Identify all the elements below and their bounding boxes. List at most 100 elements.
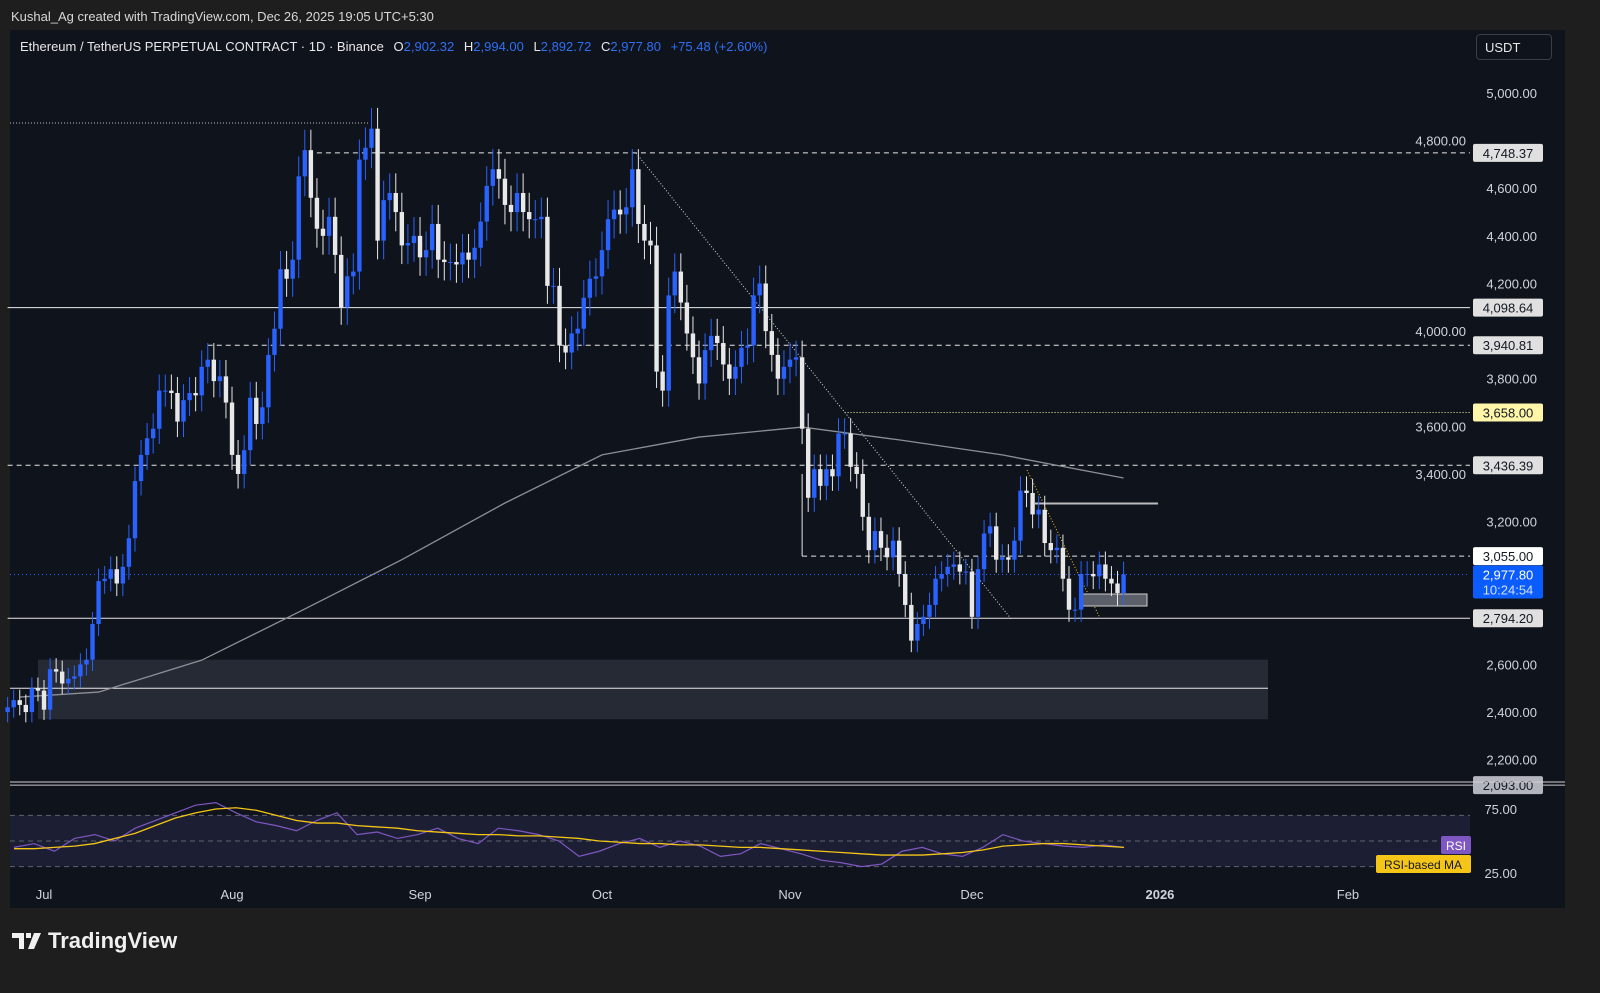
trendline: [1026, 469, 1101, 619]
candle-body: [496, 169, 502, 179]
candle-body: [1115, 583, 1120, 594]
candle-body: [375, 128, 380, 241]
candle-body: [551, 285, 556, 287]
candle-body: [715, 335, 720, 344]
candle-body: [630, 169, 635, 208]
candle-body: [533, 219, 538, 221]
candle-body: [217, 376, 223, 382]
chart-credit: Kushal_Ag created with TradingView.com, …: [11, 9, 434, 24]
candle-body: [854, 466, 859, 474]
candle-body: [114, 569, 119, 584]
candle-body: [557, 285, 562, 346]
candle-body: [1097, 564, 1102, 577]
candle-body: [842, 433, 847, 435]
level-price-label: 4,748.37: [1483, 146, 1534, 161]
y-tick-label: 4,800.00: [1415, 134, 1466, 149]
candle-body: [1036, 509, 1041, 515]
candle-body: [345, 276, 350, 308]
candle-body: [514, 193, 520, 213]
candle-body: [442, 259, 447, 263]
candle-body: [848, 433, 853, 467]
candle-body: [1084, 573, 1090, 575]
high-value: 2,994.00: [473, 39, 524, 54]
candle-body: [120, 566, 126, 584]
candle-body: [1000, 557, 1005, 560]
candle-body: [539, 216, 544, 220]
candle-body: [624, 207, 629, 215]
candle-body: [175, 393, 180, 422]
candle-body: [708, 335, 714, 351]
candle-body: [684, 302, 690, 334]
candle-body: [563, 345, 568, 353]
candle-body: [150, 428, 156, 439]
candle-body: [915, 623, 920, 641]
candle-body: [1072, 609, 1078, 611]
candle-body: [793, 357, 799, 360]
candle-body: [211, 359, 217, 382]
candle-body: [229, 402, 235, 455]
candle-body: [254, 397, 259, 424]
candle-body: [1024, 490, 1029, 494]
rsi-tick-label: 75.00: [1484, 802, 1517, 817]
y-tick-label: 3,600.00: [1415, 419, 1466, 434]
candle-body: [235, 454, 241, 474]
candle-body: [417, 235, 423, 258]
rsi-tick-label: 25.00: [1484, 866, 1517, 881]
candle-body: [187, 393, 192, 401]
candle-body: [381, 200, 386, 241]
candle-body: [96, 581, 101, 624]
candle-body: [314, 197, 320, 229]
y-tick-label: 5,000.00: [1486, 86, 1537, 101]
level-price-label: 2,093.00: [1483, 778, 1534, 793]
candle-body: [47, 669, 53, 710]
x-tick-label: Dec: [960, 887, 984, 902]
level-price-tag: [1473, 776, 1543, 795]
countdown-label: 10:24:54: [1483, 582, 1534, 597]
currency-selector[interactable]: USDT: [1476, 34, 1552, 60]
y-tick-label: 4,600.00: [1486, 181, 1537, 196]
candle-body: [278, 269, 283, 329]
candle-body: [769, 331, 774, 355]
candle-body: [611, 209, 617, 220]
candle-body: [981, 533, 987, 570]
candle-body: [102, 578, 107, 582]
candle-body: [1091, 573, 1096, 577]
level-price-tag: [1473, 547, 1543, 566]
candle-body: [642, 223, 647, 241]
candle-body: [745, 345, 750, 348]
candle-body: [1109, 578, 1114, 584]
candle-body: [484, 185, 489, 222]
current-price-tag: [1473, 565, 1543, 599]
y-tick-label: 4,000.00: [1415, 324, 1466, 339]
symbol-legend: Ethereum / TetherUS PERPETUAL CONTRACT ·…: [20, 39, 767, 54]
candle-body: [666, 295, 671, 391]
range-box: [1079, 593, 1148, 607]
candle-body: [399, 212, 405, 246]
candle-body: [272, 328, 277, 355]
chart-panel[interactable]: [10, 30, 1565, 908]
candle-body: [332, 216, 338, 255]
candle-body: [805, 428, 811, 498]
tradingview-logo: TradingView: [12, 928, 177, 954]
candle-body: [1018, 490, 1023, 541]
candle-body: [35, 688, 41, 691]
brand-name: TradingView: [48, 928, 178, 953]
x-tick-label: Sep: [408, 887, 431, 902]
x-tick-label: Feb: [1337, 887, 1359, 902]
candle-body: [812, 469, 817, 498]
tradingview-logo-icon: [12, 933, 41, 949]
candle-body: [957, 564, 963, 572]
candle-body: [690, 333, 696, 358]
y-tick-label: 4,400.00: [1486, 229, 1537, 244]
candle-body: [757, 283, 762, 296]
candle-body: [66, 678, 71, 684]
candle-body: [17, 700, 22, 705]
candle-body: [466, 252, 471, 260]
candle-body: [575, 328, 580, 334]
trendline: [635, 152, 1013, 621]
candle-body: [260, 407, 265, 424]
candle-body: [599, 250, 605, 277]
candle-body: [527, 212, 532, 220]
candle-body: [617, 209, 623, 215]
